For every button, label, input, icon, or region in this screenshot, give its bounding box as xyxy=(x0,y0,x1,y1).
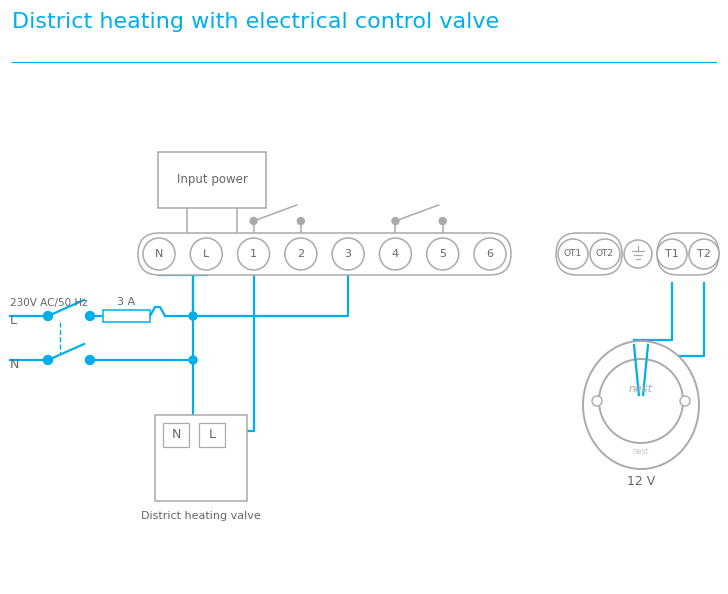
Circle shape xyxy=(558,239,588,269)
Circle shape xyxy=(85,355,95,365)
FancyBboxPatch shape xyxy=(155,415,247,501)
Text: OT2: OT2 xyxy=(596,249,614,258)
Circle shape xyxy=(599,359,683,443)
FancyBboxPatch shape xyxy=(138,233,511,275)
Text: 5: 5 xyxy=(439,249,446,259)
Circle shape xyxy=(237,238,269,270)
Text: T2: T2 xyxy=(697,249,711,259)
Circle shape xyxy=(332,238,364,270)
Text: 3: 3 xyxy=(344,249,352,259)
Text: N: N xyxy=(171,428,181,441)
FancyBboxPatch shape xyxy=(163,423,189,447)
Text: N: N xyxy=(10,358,20,371)
Circle shape xyxy=(143,238,175,270)
Text: N: N xyxy=(155,249,163,259)
FancyBboxPatch shape xyxy=(158,152,266,208)
FancyBboxPatch shape xyxy=(199,423,225,447)
Circle shape xyxy=(285,238,317,270)
Text: 12 V: 12 V xyxy=(627,475,655,488)
Text: 1: 1 xyxy=(250,249,257,259)
Text: 2: 2 xyxy=(297,249,304,259)
Circle shape xyxy=(379,238,411,270)
Circle shape xyxy=(189,356,197,364)
Circle shape xyxy=(680,396,690,406)
Circle shape xyxy=(44,311,52,321)
Text: L: L xyxy=(208,428,215,441)
Circle shape xyxy=(427,238,459,270)
FancyBboxPatch shape xyxy=(103,310,150,322)
Circle shape xyxy=(190,238,222,270)
Circle shape xyxy=(392,217,399,225)
Circle shape xyxy=(297,217,304,225)
Text: 230V AC/50 Hz: 230V AC/50 Hz xyxy=(10,298,87,308)
Circle shape xyxy=(439,217,446,225)
Circle shape xyxy=(592,396,602,406)
Circle shape xyxy=(85,311,95,321)
Circle shape xyxy=(250,217,257,225)
Text: nest: nest xyxy=(629,384,653,394)
FancyBboxPatch shape xyxy=(556,233,622,275)
Text: T1: T1 xyxy=(665,249,679,259)
Text: Input power: Input power xyxy=(177,173,248,187)
Circle shape xyxy=(689,239,719,269)
Text: District heating valve: District heating valve xyxy=(141,511,261,521)
Ellipse shape xyxy=(583,341,699,469)
Text: nest: nest xyxy=(633,447,649,456)
Text: 3 A: 3 A xyxy=(117,297,135,307)
Text: 6: 6 xyxy=(486,249,494,259)
Circle shape xyxy=(624,240,652,268)
Text: OT1: OT1 xyxy=(564,249,582,258)
Circle shape xyxy=(189,312,197,320)
Circle shape xyxy=(590,239,620,269)
FancyBboxPatch shape xyxy=(657,233,719,275)
Circle shape xyxy=(657,239,687,269)
Text: L: L xyxy=(203,249,210,259)
Text: L: L xyxy=(10,314,17,327)
Circle shape xyxy=(474,238,506,270)
Text: District heating with electrical control valve: District heating with electrical control… xyxy=(12,12,499,32)
Circle shape xyxy=(44,355,52,365)
Text: 4: 4 xyxy=(392,249,399,259)
